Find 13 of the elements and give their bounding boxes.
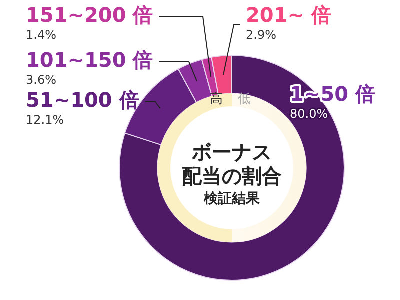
text: 検証結果 (202, 190, 261, 209)
slice-label: 151~200 倍 (26, 3, 154, 28)
slice-label: 51~100 倍 (26, 88, 140, 112)
slice-label: 201~ 倍 (246, 3, 332, 28)
data-label: 3.6% (26, 73, 56, 88)
slice-label: 101~150 倍 (26, 48, 154, 72)
data-label: 1.4% (26, 28, 56, 42)
data-label: 80.0% (290, 107, 328, 122)
text: 高 (210, 92, 223, 108)
text: ボーナス配当の割合 (182, 140, 282, 188)
data-label: 12.1% (26, 113, 64, 128)
data-label: 2.9% (246, 28, 276, 42)
text: 低 (238, 92, 251, 108)
